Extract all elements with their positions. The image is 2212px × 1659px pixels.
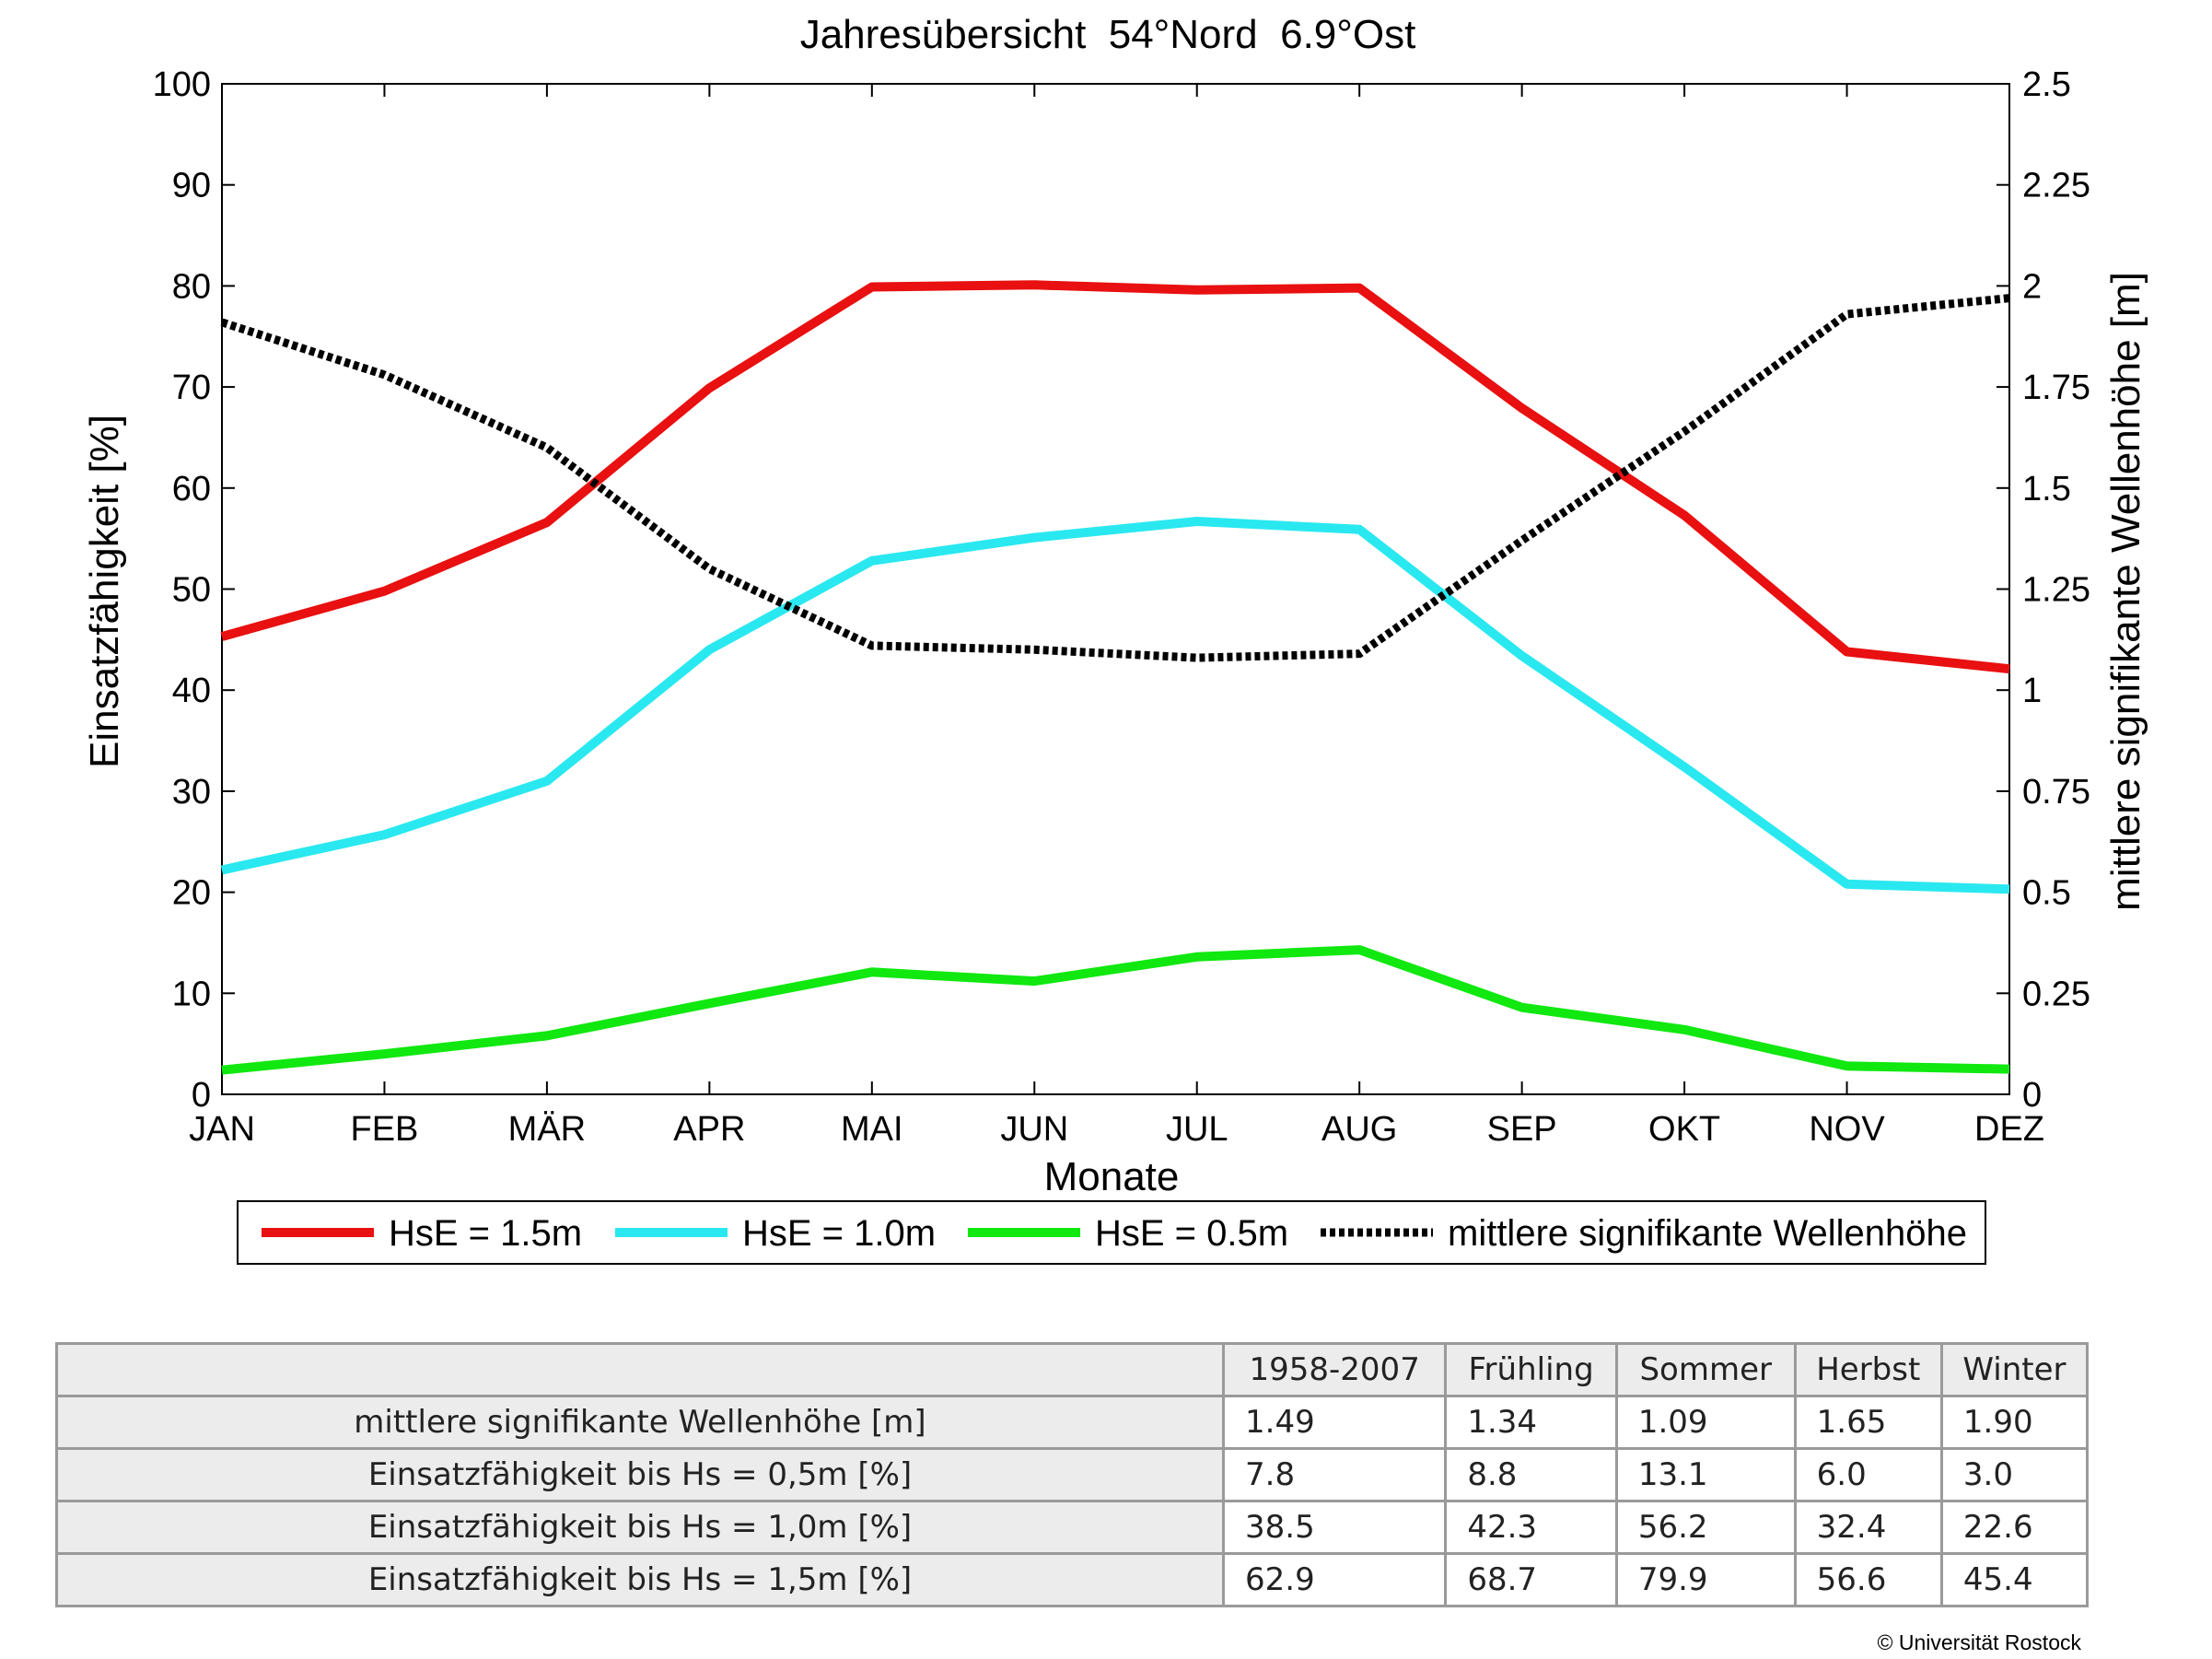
table-cell: 56.6 (1793, 1552, 1943, 1607)
table-cell: 38.5 (1221, 1500, 1448, 1555)
table-cell: 32.4 (1793, 1500, 1943, 1555)
column-header: 1958-2007 (1221, 1342, 1448, 1397)
legend-label: HsE = 0.5m (1095, 1213, 1288, 1254)
column-header: Herbst (1793, 1342, 1943, 1397)
column-header: Frühling (1444, 1342, 1618, 1397)
series-line-hse-1-0m (220, 517, 2010, 894)
y2-tick-label: 0.5 (2022, 874, 2071, 913)
x-tick-label: JAN (189, 1110, 255, 1149)
y-tick-label: 10 (172, 975, 211, 1013)
table-cell: 22.6 (1939, 1500, 2090, 1555)
y-tick-label: 60 (172, 470, 211, 508)
y-axis-label: Einsatzfähigkeit [%] (82, 415, 127, 768)
y-tick-label: 40 (172, 672, 211, 710)
table-cell: 7.8 (1221, 1447, 1448, 1502)
table-cell: 3.0 (1939, 1447, 2090, 1502)
x-tick-label: OKT (1648, 1110, 1720, 1149)
x-tick-label: DEZ (1974, 1110, 2044, 1149)
row-label: Einsatzfähigkeit bis Hs = 1,5m [%] (55, 1552, 1225, 1607)
y2-tick-label: 1.5 (2022, 470, 2071, 508)
table-corner-cell (55, 1342, 1225, 1397)
x-tick-label: MAI (841, 1110, 903, 1149)
legend-label: mittlere signifikante Wellenhöhe (1448, 1213, 1967, 1254)
y-tick-label: 70 (172, 368, 211, 407)
y2-tick-label: 0.75 (2022, 773, 2090, 812)
table-cell: 45.4 (1939, 1552, 2090, 1607)
x-tick-label: JUL (1166, 1110, 1228, 1149)
y2-axis-label: mittlere signifikante Wellenhöhe [m] (2103, 272, 2148, 911)
series-layer (220, 280, 2010, 1075)
x-tick-label: FEB (351, 1110, 419, 1149)
legend-box (237, 1200, 1986, 1265)
table-cell: 8.8 (1444, 1447, 1618, 1502)
table-cell: 42.3 (1444, 1500, 1618, 1555)
y-tick-label: 80 (172, 267, 211, 306)
table-cell: 1.65 (1793, 1395, 1943, 1450)
series-line-hse-1-5m (220, 280, 2010, 674)
row-label: Einsatzfähigkeit bis Hs = 1,0m [%] (55, 1500, 1225, 1555)
table-cell: 79.9 (1614, 1552, 1797, 1607)
table-cell: 13.1 (1614, 1447, 1797, 1502)
table-cell: 1.34 (1444, 1395, 1618, 1450)
table-cell: 6.0 (1793, 1447, 1943, 1502)
y2-tick-label: 0 (2022, 1076, 2042, 1115)
seasonal-summary-table: 1958-2007 Frühling Sommer Herbst Winter … (55, 1342, 2090, 1607)
table-row: Einsatzfähigkeit bis Hs = 0,5m [%] 7.8 8… (55, 1447, 2090, 1502)
x-tick-label: AUG (1321, 1110, 1397, 1149)
y-tick-label: 0 (192, 1076, 211, 1115)
plot-axes: 0 10 20 30 40 50 60 70 80 90 100 0 0.25 0.5 0.75 1 1.25 1… (153, 65, 2090, 1149)
table-header-row: 1958-2007 Frühling Sommer Herbst Winter (55, 1342, 2090, 1397)
table-cell: 1.90 (1939, 1395, 2090, 1450)
table-row: mittlere signifikante Wellenhöhe [m] 1.4… (55, 1395, 2090, 1450)
y2-tick-label: 1.25 (2022, 571, 2090, 610)
legend-label: HsE = 1.0m (742, 1213, 936, 1254)
y2-tick-label: 2.5 (2022, 65, 2071, 104)
table-cell: 62.9 (1221, 1552, 1448, 1607)
plot-frame (221, 83, 2010, 1095)
table-cell: 68.7 (1444, 1552, 1618, 1607)
table-row: Einsatzfähigkeit bis Hs = 1,0m [%] 38.5 … (55, 1500, 2090, 1555)
series-line-hse-0-5m (221, 945, 2010, 1075)
y-tick-label: 100 (153, 65, 211, 104)
x-tick-label: MÄR (508, 1110, 586, 1149)
x-axis-label: Monate (1044, 1154, 1180, 1199)
y2-tick-label: 1.75 (2022, 368, 2090, 407)
x-tick-label: JUN (1000, 1110, 1068, 1149)
table-cell: 56.2 (1614, 1500, 1797, 1555)
series-line-mittlere-signifikante-wellenh-he (220, 294, 2010, 662)
table-cell: 1.09 (1614, 1395, 1797, 1450)
y2-tick-label: 2 (2022, 267, 2042, 306)
table-cell: 1.49 (1221, 1395, 1448, 1450)
row-label: Einsatzfähigkeit bis Hs = 0,5m [%] (55, 1447, 1225, 1502)
y-tick-label: 90 (172, 167, 211, 205)
y2-tick-label: 1 (2022, 672, 2042, 710)
chart-title: Jahresübersicht 54°Nord 6.9°Ost (800, 12, 1416, 57)
chart-legend: HsE = 1.5m HsE = 1.0m HsE = 0.5m mittlere s… (237, 1200, 1986, 1265)
column-header: Sommer (1614, 1342, 1797, 1397)
y-tick-label: 50 (172, 571, 211, 610)
x-tick-label: APR (673, 1110, 745, 1149)
x-tick-label: SEP (1487, 1110, 1557, 1149)
x-tick-label: NOV (1809, 1110, 1885, 1149)
copyright-notice: © Universität Rostock (1877, 1630, 2081, 1654)
y-tick-label: 20 (172, 874, 211, 913)
legend-label: HsE = 1.5m (389, 1213, 582, 1254)
y2-tick-label: 0.25 (2022, 975, 2090, 1013)
y2-tick-label: 2.25 (2022, 167, 2090, 205)
row-label: mittlere signifikante Wellenhöhe [m] (55, 1395, 1225, 1450)
annual-overview-chart: Jahresübersicht 54°Nord 6.9°Ost 01020304… (82, 12, 2148, 1265)
y-tick-label: 30 (172, 773, 211, 812)
column-header: Winter (1939, 1342, 2090, 1397)
table-row: Einsatzfähigkeit bis Hs = 1,5m [%] 62.9 … (55, 1552, 2090, 1607)
